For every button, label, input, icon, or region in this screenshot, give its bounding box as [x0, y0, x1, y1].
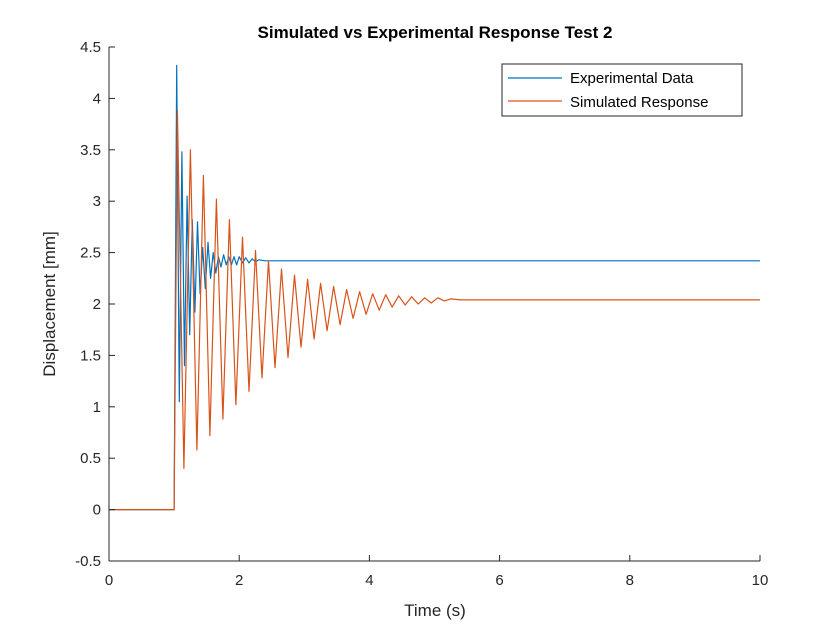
x-tick-label: 8	[626, 572, 634, 589]
legend-label-simulated-response: Simulated Response	[570, 94, 708, 111]
y-tick-label: 0	[93, 502, 101, 519]
y-tick-label: 1	[93, 399, 101, 416]
y-axis-label: Displacement [mm]	[40, 231, 59, 376]
y-tick-label: 3.5	[80, 142, 101, 159]
x-tick-label: 10	[752, 572, 769, 589]
y-tick-label: 3	[93, 193, 101, 210]
legend: Experimental Data Simulated Response	[501, 63, 743, 117]
legend-box	[501, 63, 743, 117]
y-tick-label: 4	[93, 90, 101, 107]
x-axis-label: Time (s)	[404, 601, 466, 620]
x-tick-label: 2	[235, 572, 243, 589]
x-tick-label: 4	[365, 572, 373, 589]
y-tick-label: 0.5	[80, 450, 101, 467]
y-tick-label: 4.5	[80, 39, 101, 56]
y-tick-label: -0.5	[75, 553, 101, 570]
x-tick-label: 0	[105, 572, 113, 589]
y-tick-label: 1.5	[80, 347, 101, 364]
y-tick-label: 2	[93, 296, 101, 313]
chart-title: Simulated vs Experimental Response Test …	[258, 23, 613, 42]
y-tick-label: 2.5	[80, 245, 101, 262]
legend-label-experimental-data: Experimental Data	[570, 70, 694, 87]
x-tick-label: 6	[495, 572, 503, 589]
series-line-simulated-response	[109, 110, 760, 511]
